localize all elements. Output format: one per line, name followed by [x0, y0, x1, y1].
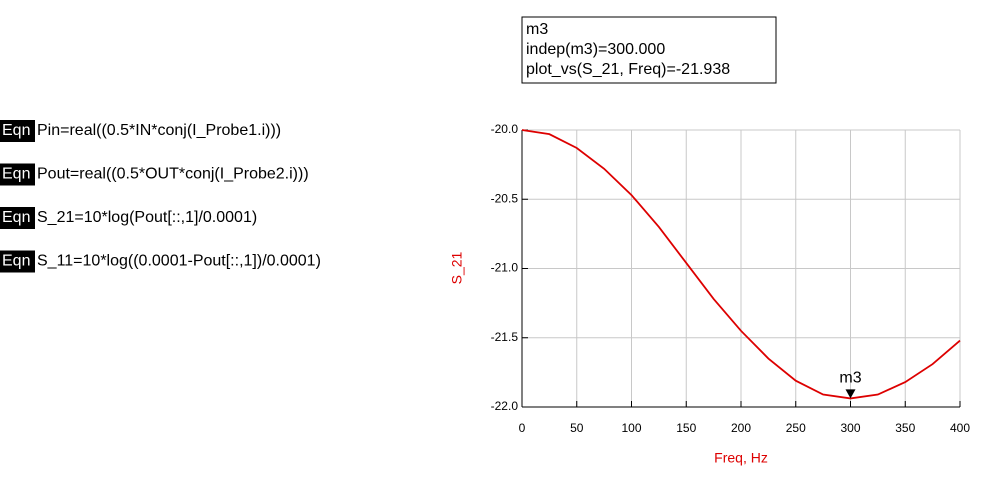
x-tick-label: 100	[621, 421, 641, 435]
y-tick-label: -21.5	[491, 330, 519, 344]
eqn-badge	[0, 207, 35, 229]
y-axis-label: S_21	[449, 251, 465, 284]
x-tick-label: 50	[570, 421, 584, 435]
y-tick-label: -22.0	[491, 399, 519, 413]
marker-readout: plot_vs(S_21, Freq)=-21.938	[526, 61, 730, 78]
y-tick-label: -21.0	[491, 261, 519, 275]
eqn-tag: Eqn	[2, 253, 30, 270]
eqn-tag: Eqn	[2, 209, 30, 226]
marker-readout-box	[521, 16, 777, 84]
x-tick-label: 400	[950, 421, 970, 435]
y-tick-label: -20.5	[491, 191, 519, 205]
marker-label: m3	[839, 370, 861, 387]
eqn-text: Pin=real((0.5*IN*conj(I_Probe1.i)))	[37, 122, 281, 139]
x-tick-label: 300	[840, 421, 860, 435]
x-axis-label: Freq, Hz	[714, 450, 768, 466]
marker-readout: m3	[526, 21, 548, 38]
eqn-text: S_11=10*log((0.0001-Pout[::,1])/0.0001)	[37, 253, 321, 270]
eqn-badge	[0, 120, 35, 142]
eqn-badge	[0, 163, 35, 186]
x-tick-label: 0	[519, 421, 526, 435]
x-tick-label: 350	[895, 421, 915, 435]
marker	[845, 389, 856, 399]
eqn-text: Pout=real((0.5*OUT*conj(I_Probe2.i)))	[37, 166, 309, 183]
eqn-text: S_21=10*log(Pout[::,1]/0.0001)	[37, 209, 257, 226]
eqn-tag: Eqn	[2, 166, 30, 183]
x-tick-label: 250	[786, 421, 806, 435]
x-tick-label: 150	[676, 421, 696, 435]
equation-list: Eqn Pin=real((0.5*IN*conj(I_Probe1.i))) Eq…	[0, 120, 321, 273]
eqn-tag: Eqn	[2, 122, 30, 139]
eqn-badge	[0, 250, 35, 273]
x-tick-label: 200	[731, 421, 751, 435]
y-tick-label: -20.0	[491, 122, 519, 136]
series-line	[521, 129, 961, 400]
marker-readout: indep(m3)=300.000	[526, 41, 665, 58]
